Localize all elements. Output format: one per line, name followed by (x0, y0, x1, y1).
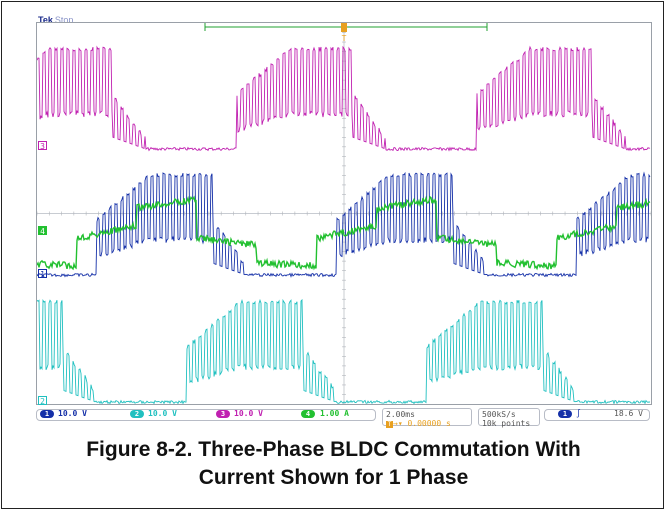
ch3-waveform (37, 45, 651, 152)
channel-scale-panel[interactable] (36, 409, 376, 421)
ch1-waveform (37, 171, 651, 278)
trigger-source-badge: 1 (558, 410, 572, 418)
trigger-position: 0.00000 s (407, 419, 451, 428)
ch3-scale: 10.0 V (234, 409, 263, 418)
ch2-waveform-path (37, 298, 651, 404)
timebase-panel[interactable]: 2.00ms T →▾ 0.00000 s (382, 408, 472, 428)
ch2-scale: 10.0 V (148, 409, 177, 418)
trigger-panel[interactable] (544, 409, 650, 421)
caption-line-1: Figure 8-2. Three-Phase BLDC Commutation… (86, 438, 581, 461)
ch1-marker: 1 (38, 269, 47, 279)
timebase-value: 2.00ms (386, 410, 415, 419)
acquisition-panel[interactable]: 500kS/s 10k points (478, 408, 540, 428)
ch4-marker: 4 (38, 226, 47, 236)
ch2-marker: 2 (38, 396, 47, 406)
trigger-marker-label: T (342, 34, 347, 43)
ch3-badge: 3 (216, 410, 230, 418)
ch4-scale: 1.00 A (320, 409, 349, 418)
ch2-waveform (37, 298, 651, 404)
ch3-marker: 3 (38, 141, 47, 151)
trigger-level: 18.6 V (614, 409, 643, 418)
waveform-canvas: T (37, 23, 651, 404)
ch1-badge: 1 (40, 410, 54, 418)
acquisition-state: Stop (54, 15, 74, 25)
scope-header: Tek Stop (38, 15, 73, 25)
ch3-waveform-path (37, 45, 651, 152)
brand-label: Tek (38, 15, 53, 25)
ch1-scale: 10.0 V (58, 409, 87, 418)
figure-caption: Figure 8-2. Three-Phase BLDC Commutation… (0, 436, 667, 492)
trigger-arrow-icon: →▾ (393, 419, 408, 428)
ch2-badge: 2 (130, 410, 144, 418)
sample-rate: 500kS/s (482, 410, 516, 419)
ch4-current-waveform (37, 195, 651, 271)
record-length: 10k points (482, 419, 531, 428)
ch4-badge: 4 (301, 410, 315, 418)
status-bar: 1 10.0 V 2 10.0 V 3 10.0 V 4 1.00 A 2.00… (36, 408, 652, 428)
trigger-pos-icon: T (386, 421, 393, 428)
caption-line-2: Current Shown for 1 Phase (198, 466, 469, 489)
rising-edge-icon: ∫ (576, 409, 581, 418)
ch1-waveform-path (37, 171, 651, 278)
trigger-marker-icon (341, 23, 347, 32)
oscilloscope-display: T (36, 22, 652, 405)
